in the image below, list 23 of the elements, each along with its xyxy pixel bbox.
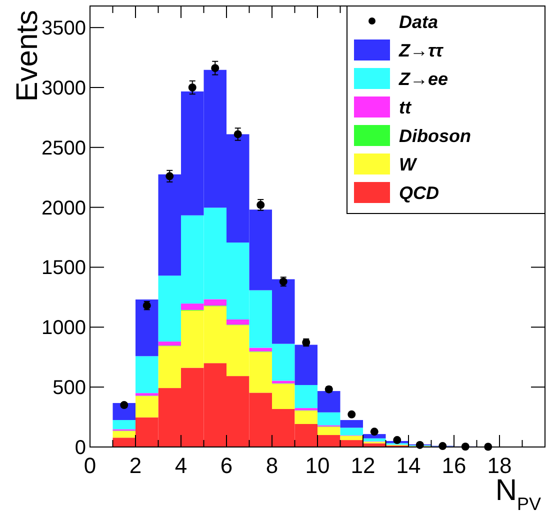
legend-label: Data [399, 12, 438, 32]
y-tick-label: 1500 [42, 257, 86, 280]
y-tick-label: 500 [52, 377, 86, 400]
legend-label: Diboson [399, 126, 471, 146]
legend-label: QCD [399, 183, 439, 203]
x-tick-label: 8 [266, 453, 278, 478]
legend-label: tt [399, 98, 412, 118]
legend-label: W [399, 154, 418, 174]
y-tick-label: 2500 [42, 137, 86, 160]
y-tick-label: 1000 [42, 317, 86, 340]
y-tick-label: 2000 [42, 197, 86, 220]
x-tick-label: 16 [442, 453, 466, 478]
x-tick-label: 2 [129, 453, 142, 478]
x-tick-label: 6 [220, 453, 233, 478]
y-tick-label: 3000 [42, 77, 86, 100]
x-tick-label: 10 [305, 453, 330, 478]
legend-label: Z→ττ [398, 40, 444, 60]
legend-label: Z→ee [398, 69, 448, 89]
x-tick-label: 4 [174, 453, 188, 478]
y-tick-label: 0 [74, 437, 86, 459]
y-tick-label: 3500 [42, 18, 86, 40]
x-tick-label: 14 [396, 453, 421, 478]
x-tick-label: 12 [350, 453, 376, 478]
